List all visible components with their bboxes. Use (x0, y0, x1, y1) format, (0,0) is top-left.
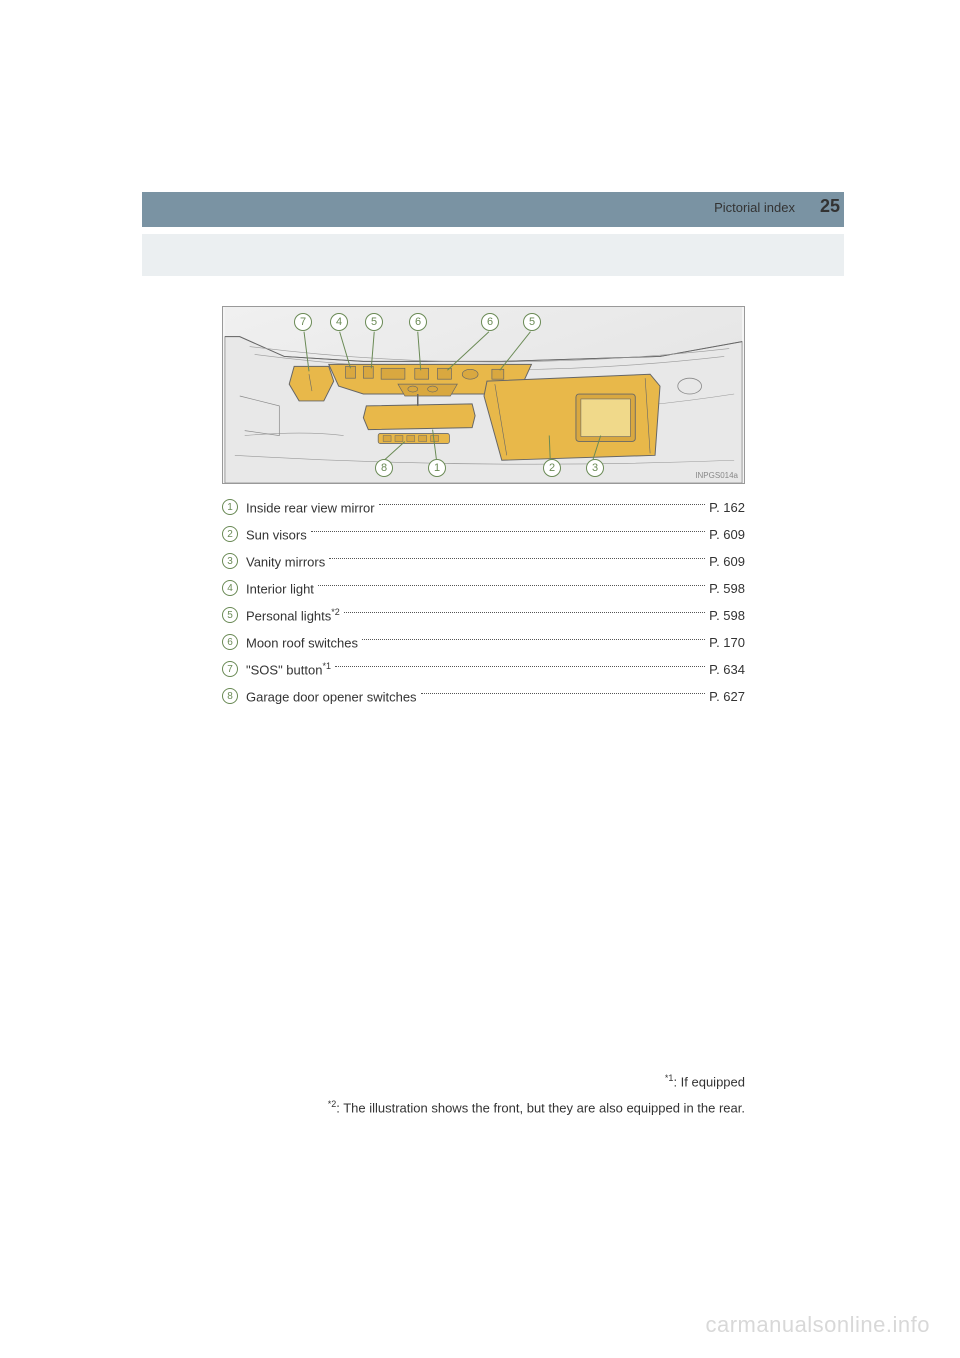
index-list: 1 Inside rear view mirror P. 162 2 Sun v… (222, 497, 745, 713)
illustration-code: INPGS014a (695, 471, 738, 480)
item-label: Vanity mirrors (246, 553, 325, 569)
index-item: 8 Garage door opener switches P. 627 (222, 686, 745, 706)
footnote-2: *2: The illustration shows the front, bu… (328, 1099, 745, 1115)
watermark: carmanualsonline.info (705, 1312, 930, 1338)
footnotes: *1: If equipped *2: The illustration sho… (328, 1073, 745, 1126)
item-number: 6 (222, 634, 238, 650)
leader-dots (318, 585, 705, 586)
callout-5: 5 (365, 313, 383, 331)
index-item: 6 Moon roof switches P. 170 (222, 632, 745, 652)
index-item: 2 Sun visors P. 609 (222, 524, 745, 544)
leader-dots (335, 666, 705, 667)
callout-4: 4 (330, 313, 348, 331)
sub-header-bar (142, 234, 844, 276)
item-page: P. 598 (709, 608, 745, 623)
item-page: P. 634 (709, 662, 745, 677)
leader-dots (329, 558, 705, 559)
item-page: P. 627 (709, 689, 745, 704)
callout-7: 7 (294, 313, 312, 331)
callout-2: 2 (543, 459, 561, 477)
item-page: P. 162 (709, 500, 745, 515)
callout-6b: 6 (481, 313, 499, 331)
item-number: 8 (222, 688, 238, 704)
item-label: "SOS" button*1 (246, 661, 331, 677)
item-label: Inside rear view mirror (246, 499, 375, 515)
leader-dots (379, 504, 705, 505)
leader-dots (311, 531, 705, 532)
item-number: 5 (222, 607, 238, 623)
callout-6: 6 (409, 313, 427, 331)
overhead-console-illustration: 7 4 5 6 6 5 8 1 2 3 INPGS014a (222, 306, 745, 484)
item-label: Personal lights*2 (246, 607, 340, 623)
item-label: Garage door opener switches (246, 688, 417, 704)
item-number: 4 (222, 580, 238, 596)
item-label: Interior light (246, 580, 314, 596)
item-page: P. 170 (709, 635, 745, 650)
callout-8: 8 (375, 459, 393, 477)
index-item: 4 Interior light P. 598 (222, 578, 745, 598)
section-title: Pictorial index (714, 200, 795, 215)
item-number: 1 (222, 499, 238, 515)
leader-dots (344, 612, 705, 613)
item-page: P. 598 (709, 581, 745, 596)
page-number: 25 (820, 196, 840, 217)
footnote-1: *1: If equipped (328, 1073, 745, 1089)
item-number: 2 (222, 526, 238, 542)
item-page: P. 609 (709, 527, 745, 542)
index-item: 7 "SOS" button*1 P. 634 (222, 659, 745, 679)
index-item: 5 Personal lights*2 P. 598 (222, 605, 745, 625)
callout-1: 1 (428, 459, 446, 477)
callout-5b: 5 (523, 313, 541, 331)
index-item: 3 Vanity mirrors P. 609 (222, 551, 745, 571)
callout-3: 3 (586, 459, 604, 477)
index-item: 1 Inside rear view mirror P. 162 (222, 497, 745, 517)
item-number: 3 (222, 553, 238, 569)
item-number: 7 (222, 661, 238, 677)
leader-dots (421, 693, 706, 694)
dashboard-drawing (223, 307, 744, 483)
item-label: Sun visors (246, 526, 307, 542)
item-page: P. 609 (709, 554, 745, 569)
item-label: Moon roof switches (246, 634, 358, 650)
leader-dots (362, 639, 705, 640)
